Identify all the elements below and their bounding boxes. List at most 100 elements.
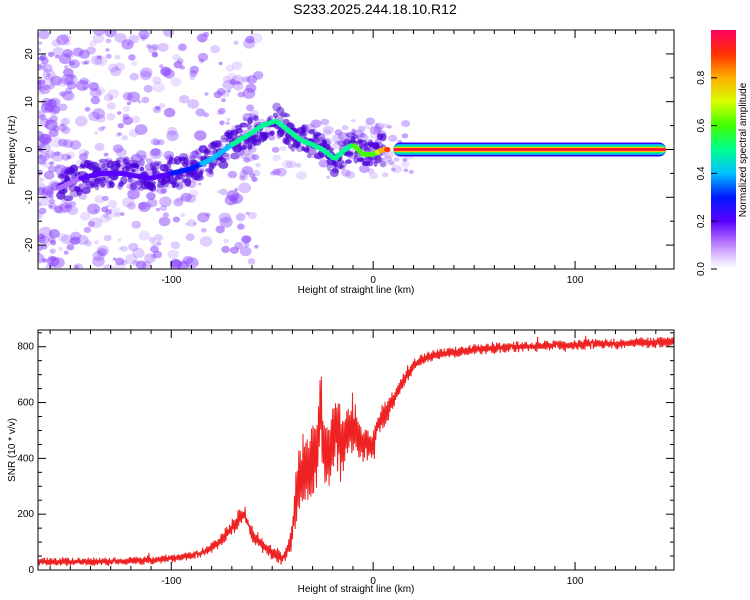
y-tick-label: 0	[28, 565, 34, 576]
x-tick-label: 100	[567, 576, 584, 587]
noise-blob	[148, 45, 158, 54]
ridge-blob	[210, 141, 217, 149]
noise-blob	[43, 76, 55, 86]
noise-blob	[382, 123, 390, 129]
noise-blob	[245, 104, 255, 112]
noise-blob	[107, 63, 119, 73]
ridge-blob	[176, 173, 185, 179]
noise-blob	[64, 204, 70, 209]
noise-blob	[159, 103, 166, 109]
noise-blob	[57, 77, 69, 87]
noise-blob	[115, 257, 125, 266]
noise-blob	[401, 120, 411, 127]
ridge-blob	[252, 115, 259, 122]
noise-blob	[159, 205, 167, 212]
noise-blob	[163, 107, 176, 118]
noise-blob	[66, 155, 72, 160]
noise-blob	[162, 212, 169, 218]
ridge-blob	[148, 183, 157, 192]
noise-blob	[38, 176, 42, 182]
ridge-blob	[247, 117, 254, 125]
ridge-blob	[345, 150, 354, 158]
noise-blob	[42, 63, 53, 73]
noise-blob	[242, 117, 248, 121]
noise-blob	[38, 140, 47, 147]
noise-blob	[102, 213, 109, 218]
noise-blob	[320, 118, 330, 126]
noise-blob	[232, 81, 244, 91]
y-tick-label: 10	[24, 96, 35, 108]
ridge-blob	[184, 178, 192, 187]
ridge-blob	[331, 168, 339, 174]
noise-blob	[272, 154, 281, 162]
noise-blob	[231, 75, 244, 86]
noise-blob	[401, 133, 409, 139]
ridge-blob	[352, 134, 359, 140]
noise-blob	[238, 182, 252, 194]
noise-blob	[67, 205, 79, 215]
noise-blob	[219, 188, 228, 196]
noise-blob	[243, 38, 256, 49]
noise-blob	[332, 133, 344, 143]
noise-blob	[40, 178, 45, 182]
x-tick-label: -100	[161, 576, 181, 587]
ridge-blob	[306, 153, 312, 159]
noise-blob	[63, 250, 69, 255]
snr-x-axis-label: Height of straight line (km)	[298, 584, 415, 595]
noise-blob	[92, 33, 105, 44]
noise-blob	[201, 228, 207, 233]
noise-blob	[93, 240, 100, 245]
noise-blob	[88, 111, 100, 122]
noise-blob	[38, 196, 50, 207]
noise-blob	[38, 146, 42, 152]
noise-blob	[218, 61, 223, 66]
ridge-blob	[81, 186, 91, 195]
noise-blob	[38, 48, 42, 52]
noise-blob	[117, 111, 122, 115]
noise-blob	[114, 54, 121, 60]
noise-blob	[107, 199, 117, 208]
noise-blob	[39, 152, 50, 162]
noise-blob	[388, 134, 398, 142]
noise-blob	[387, 125, 392, 129]
noise-blob	[61, 153, 71, 161]
noise-blob	[156, 241, 162, 246]
noise-blob	[255, 163, 261, 168]
noise-blob	[408, 169, 414, 174]
noise-blob	[46, 190, 54, 196]
noise-blob	[75, 80, 89, 91]
noise-blob	[279, 146, 287, 152]
noise-blob	[198, 58, 205, 64]
noise-blob	[135, 260, 147, 269]
noise-blob	[150, 148, 161, 157]
noise-blob	[247, 258, 256, 265]
noise-blob	[221, 245, 230, 254]
noise-blob	[226, 72, 237, 81]
noise-blob	[61, 117, 70, 125]
noise-blob	[41, 244, 48, 250]
noise-blob	[127, 91, 141, 103]
noise-blob	[39, 114, 47, 121]
noise-blob	[66, 151, 76, 159]
ridge-blob	[272, 112, 278, 119]
colorbar: 0.0 0.2 0.4 0.6 0.8 Normalized spectral ampl…	[696, 30, 749, 276]
noise-blob	[146, 44, 152, 49]
noise-blob	[46, 99, 57, 108]
noise-blob	[49, 232, 54, 237]
noise-blob	[114, 212, 121, 218]
noise-blob	[117, 123, 125, 129]
noise-blob	[219, 216, 233, 228]
ridge-blob	[301, 124, 309, 133]
frequency-ridge	[55, 102, 666, 202]
noise-blob	[195, 108, 206, 117]
ridge-blob	[285, 133, 291, 140]
noise-blob	[323, 129, 332, 136]
noise-blob	[38, 110, 46, 119]
ridge-blob	[376, 157, 385, 162]
ridge-blob	[102, 178, 110, 183]
ridge-blob	[351, 128, 356, 135]
noise-blob	[341, 125, 349, 131]
noise-blob	[64, 39, 72, 46]
ridge-blob	[63, 195, 74, 202]
noise-blob	[83, 226, 92, 233]
